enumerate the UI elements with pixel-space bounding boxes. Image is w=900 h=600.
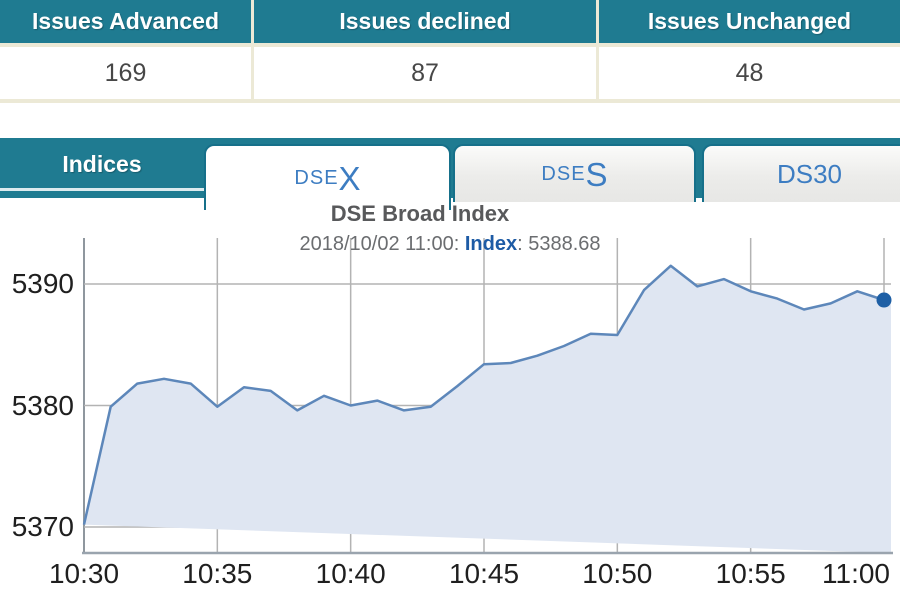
subtitle-index-label: Index <box>464 233 518 255</box>
subtitle-index-value: 5388.68 <box>528 233 601 255</box>
indices-bar-label: Indices <box>62 150 142 177</box>
issues-declined-value: 87 <box>254 47 596 99</box>
issues-unchanged-value: 48 <box>599 47 900 99</box>
subtitle-datetime: 2018/10/02 11:00: <box>299 233 465 255</box>
tab-ds30-label: DS30 <box>776 158 843 189</box>
x-tick-label: 10:40 <box>315 558 386 589</box>
x-tick-label: 10:30 <box>48 558 120 589</box>
y-tick-label: 5390 <box>11 268 74 299</box>
y-tick-label: 5380 <box>11 389 74 421</box>
issues-advanced-header: Issues Advanced <box>0 0 251 43</box>
x-tick-label: 10:55 <box>715 558 786 589</box>
tab-bar-underline <box>0 188 204 191</box>
tab-dses-suffix: S <box>585 155 608 193</box>
issues-advanced-value: 169 <box>0 47 251 99</box>
tab-ds30[interactable]: DS30 <box>702 144 900 202</box>
tab-dsex-suffix: X <box>338 159 361 197</box>
summary-header-row: Issues Advanced Issues declined Issues U… <box>0 0 900 43</box>
issues-declined-header: Issues declined <box>254 0 596 43</box>
subtitle-separator: : <box>517 233 529 255</box>
chart-subtitle: 2018/10/02 11:00: Index: 5388.68 <box>0 233 900 256</box>
last-point-marker <box>876 292 892 308</box>
issues-unchanged-header: Issues Unchanged <box>599 0 900 43</box>
tab-dses-prefix: DSE <box>541 162 586 185</box>
x-tick-label: 11:00 <box>822 558 890 589</box>
tab-dses[interactable]: DSE S <box>453 144 696 202</box>
y-tick-label: 5370 <box>11 511 74 542</box>
x-tick-label: 10:50 <box>582 558 653 589</box>
summary-value-row: 169 87 48 <box>0 47 900 99</box>
x-tick-label: 10:35 <box>182 558 253 589</box>
tab-dsex[interactable]: DSE X <box>204 144 451 210</box>
issues-summary-table: Issues Advanced Issues declined Issues U… <box>0 0 900 103</box>
tab-dsex-prefix: DSE <box>294 166 339 189</box>
x-tick-label: 10:45 <box>448 558 520 589</box>
chart-title: DSE Broad Index <box>330 201 510 226</box>
